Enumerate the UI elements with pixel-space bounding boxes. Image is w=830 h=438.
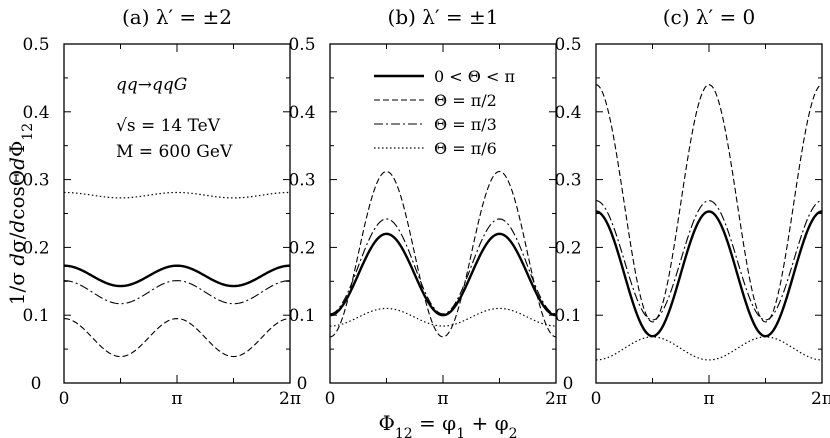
x-tick-label: 0 <box>591 389 602 409</box>
x-tick-label: 2π <box>811 389 830 409</box>
series-line-solid <box>329 232 557 317</box>
x-tick-label: π <box>703 389 714 409</box>
x-tick-label: π <box>171 389 182 409</box>
y-tick-label: 0 <box>31 374 42 394</box>
legend-label: Θ = π/3 <box>434 115 497 134</box>
series-line-dashdot <box>595 200 823 321</box>
series-line-dotted <box>595 336 823 361</box>
y-tick-label: 0.2 <box>22 238 49 258</box>
y-axis-title: 1/σ dσ/dcosΘdΦ12 <box>5 123 36 305</box>
y-tick-label: 0.5 <box>288 35 315 55</box>
y-tick-label: 0.3 <box>288 171 315 191</box>
panel-frame <box>595 43 823 384</box>
series-line-solid <box>595 210 823 338</box>
series-line-solid <box>63 264 291 288</box>
legend-label: Θ = π/6 <box>434 139 497 158</box>
y-tick-label: 0.4 <box>554 103 581 123</box>
y-tick-label: 0.1 <box>554 306 581 326</box>
y-tick-label: 0.4 <box>22 103 49 123</box>
series-line-dashed <box>329 170 557 338</box>
y-tick-label: 0.4 <box>288 103 315 123</box>
panels-group: 0 0.1 0.2 0.3 0.4 0.5 0 π 2π (a) λ′ = ±2 qq→qqG √s … <box>22 5 830 409</box>
y-tick-label: 0.5 <box>22 35 49 55</box>
y-tick-label: 0.1 <box>22 306 49 326</box>
y-tick-label: 0.1 <box>288 306 315 326</box>
x-tick-label: π <box>437 389 448 409</box>
y-tick-label: 0.3 <box>554 171 581 191</box>
x-tick-label: 0 <box>59 389 70 409</box>
series-line-dashed <box>63 318 291 358</box>
process-annotation: qq→qqG <box>116 75 187 95</box>
y-tick-label: 0.2 <box>554 238 581 258</box>
panel-title: (a) λ′ = ±2 <box>122 5 232 29</box>
x-tick-label: 0 <box>325 389 336 409</box>
energy-annotation: √s = 14 TeV <box>116 116 221 136</box>
panel-title: (c) λ′ = 0 <box>663 5 756 29</box>
series-line-dotted <box>63 191 291 199</box>
y-tick-label: 0.2 <box>288 238 315 258</box>
legend-label: 0 < Θ < π <box>434 67 515 86</box>
mass-annotation: M = 600 GeV <box>116 142 233 162</box>
panel-3: 0 0.1 0.2 0.3 0.4 0.5 0 π 2π (c) λ′ = 0 <box>554 5 830 409</box>
y-tick-label: 0 <box>563 374 574 394</box>
y-tick-label: 0.5 <box>554 35 581 55</box>
panel-1: 0 0.1 0.2 0.3 0.4 0.5 0 π 2π (a) λ′ = ±2 qq→qqG √s … <box>22 5 301 409</box>
legend-label: Θ = π/2 <box>434 91 497 110</box>
x-axis-title: Φ12 = φ1 + φ2 <box>378 411 517 438</box>
y-tick-label: 0.3 <box>22 171 49 191</box>
series-line-dashdot <box>329 218 557 315</box>
series-line-dashdot <box>63 280 291 305</box>
x-tick-label: 2π <box>545 389 567 409</box>
y-tick-label: 0 <box>297 374 308 394</box>
series-line-dashed <box>595 84 823 323</box>
panel-title: (b) λ′ = ±1 <box>388 5 499 29</box>
panel-2: 0 0.1 0.2 0.3 0.4 0.5 0 π 2π (b) λ′ = ±1 0 < Θ < π… <box>288 5 567 409</box>
series-line-dotted <box>329 307 557 327</box>
x-tick-label: 2π <box>279 389 301 409</box>
